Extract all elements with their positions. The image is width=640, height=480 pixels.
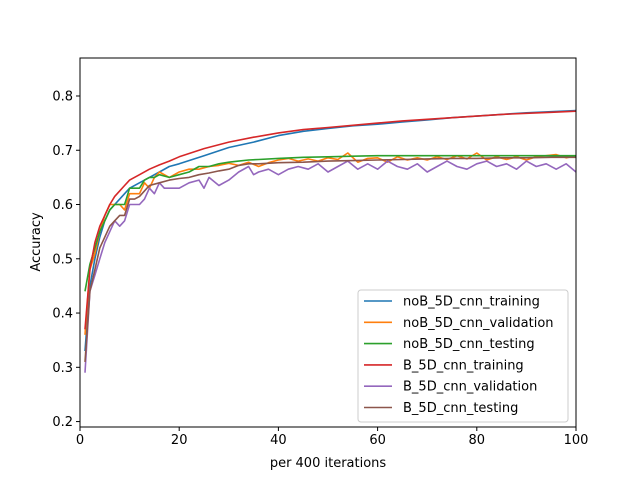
- x-tick-label: 40: [270, 433, 287, 448]
- series-line-noB_5D_cnn_testing: [84, 154, 576, 292]
- y-tick-label: 0.4: [52, 307, 73, 322]
- series-line-B_5D_cnn_testing: [84, 156, 576, 362]
- series-line-B_5D_cnn_training: [84, 110, 577, 330]
- legend-box: [357, 289, 569, 423]
- y-axis-label: Accuracy: [29, 212, 44, 272]
- plot-frame: [79, 57, 577, 428]
- x-tick-label: 60: [369, 433, 386, 448]
- y-tick-label: 0.2: [52, 415, 73, 430]
- legend: noB_5D_cnn_training noB_5D_cnn_validation…: [357, 289, 569, 423]
- y-tick-label: 0.8: [52, 89, 73, 104]
- legend-label: noB_5D_cnn_training: [403, 295, 540, 310]
- y-tick-label: 0.3: [52, 361, 73, 376]
- legend-label: B_5D_cnn_training: [403, 358, 524, 373]
- series-line-B_5D_cnn_validation: [84, 160, 577, 373]
- y-axis: 0.2 0.3 0.4 0.5 0.6 0.7 0.8: [52, 89, 80, 430]
- y-tick-label: 0.7: [52, 144, 73, 159]
- x-tick-label: 0: [76, 433, 84, 448]
- legend-label: B_5D_cnn_testing: [403, 401, 518, 416]
- legend-label: noB_5D_cnn_validation: [403, 316, 554, 331]
- x-tick-label: 100: [564, 433, 589, 448]
- series-layer: [84, 109, 577, 373]
- x-axis-label: per 400 iterations: [270, 456, 387, 471]
- y-tick-label: 0.6: [52, 198, 73, 213]
- legend-label: noB_5D_cnn_testing: [403, 337, 535, 352]
- x-axis: 0 20 40 60 80 100: [76, 427, 589, 448]
- x-tick-label: 20: [171, 433, 188, 448]
- legend-label: B_5D_cnn_validation: [403, 380, 537, 395]
- x-tick-label: 80: [469, 433, 486, 448]
- y-tick-label: 0.5: [52, 252, 73, 267]
